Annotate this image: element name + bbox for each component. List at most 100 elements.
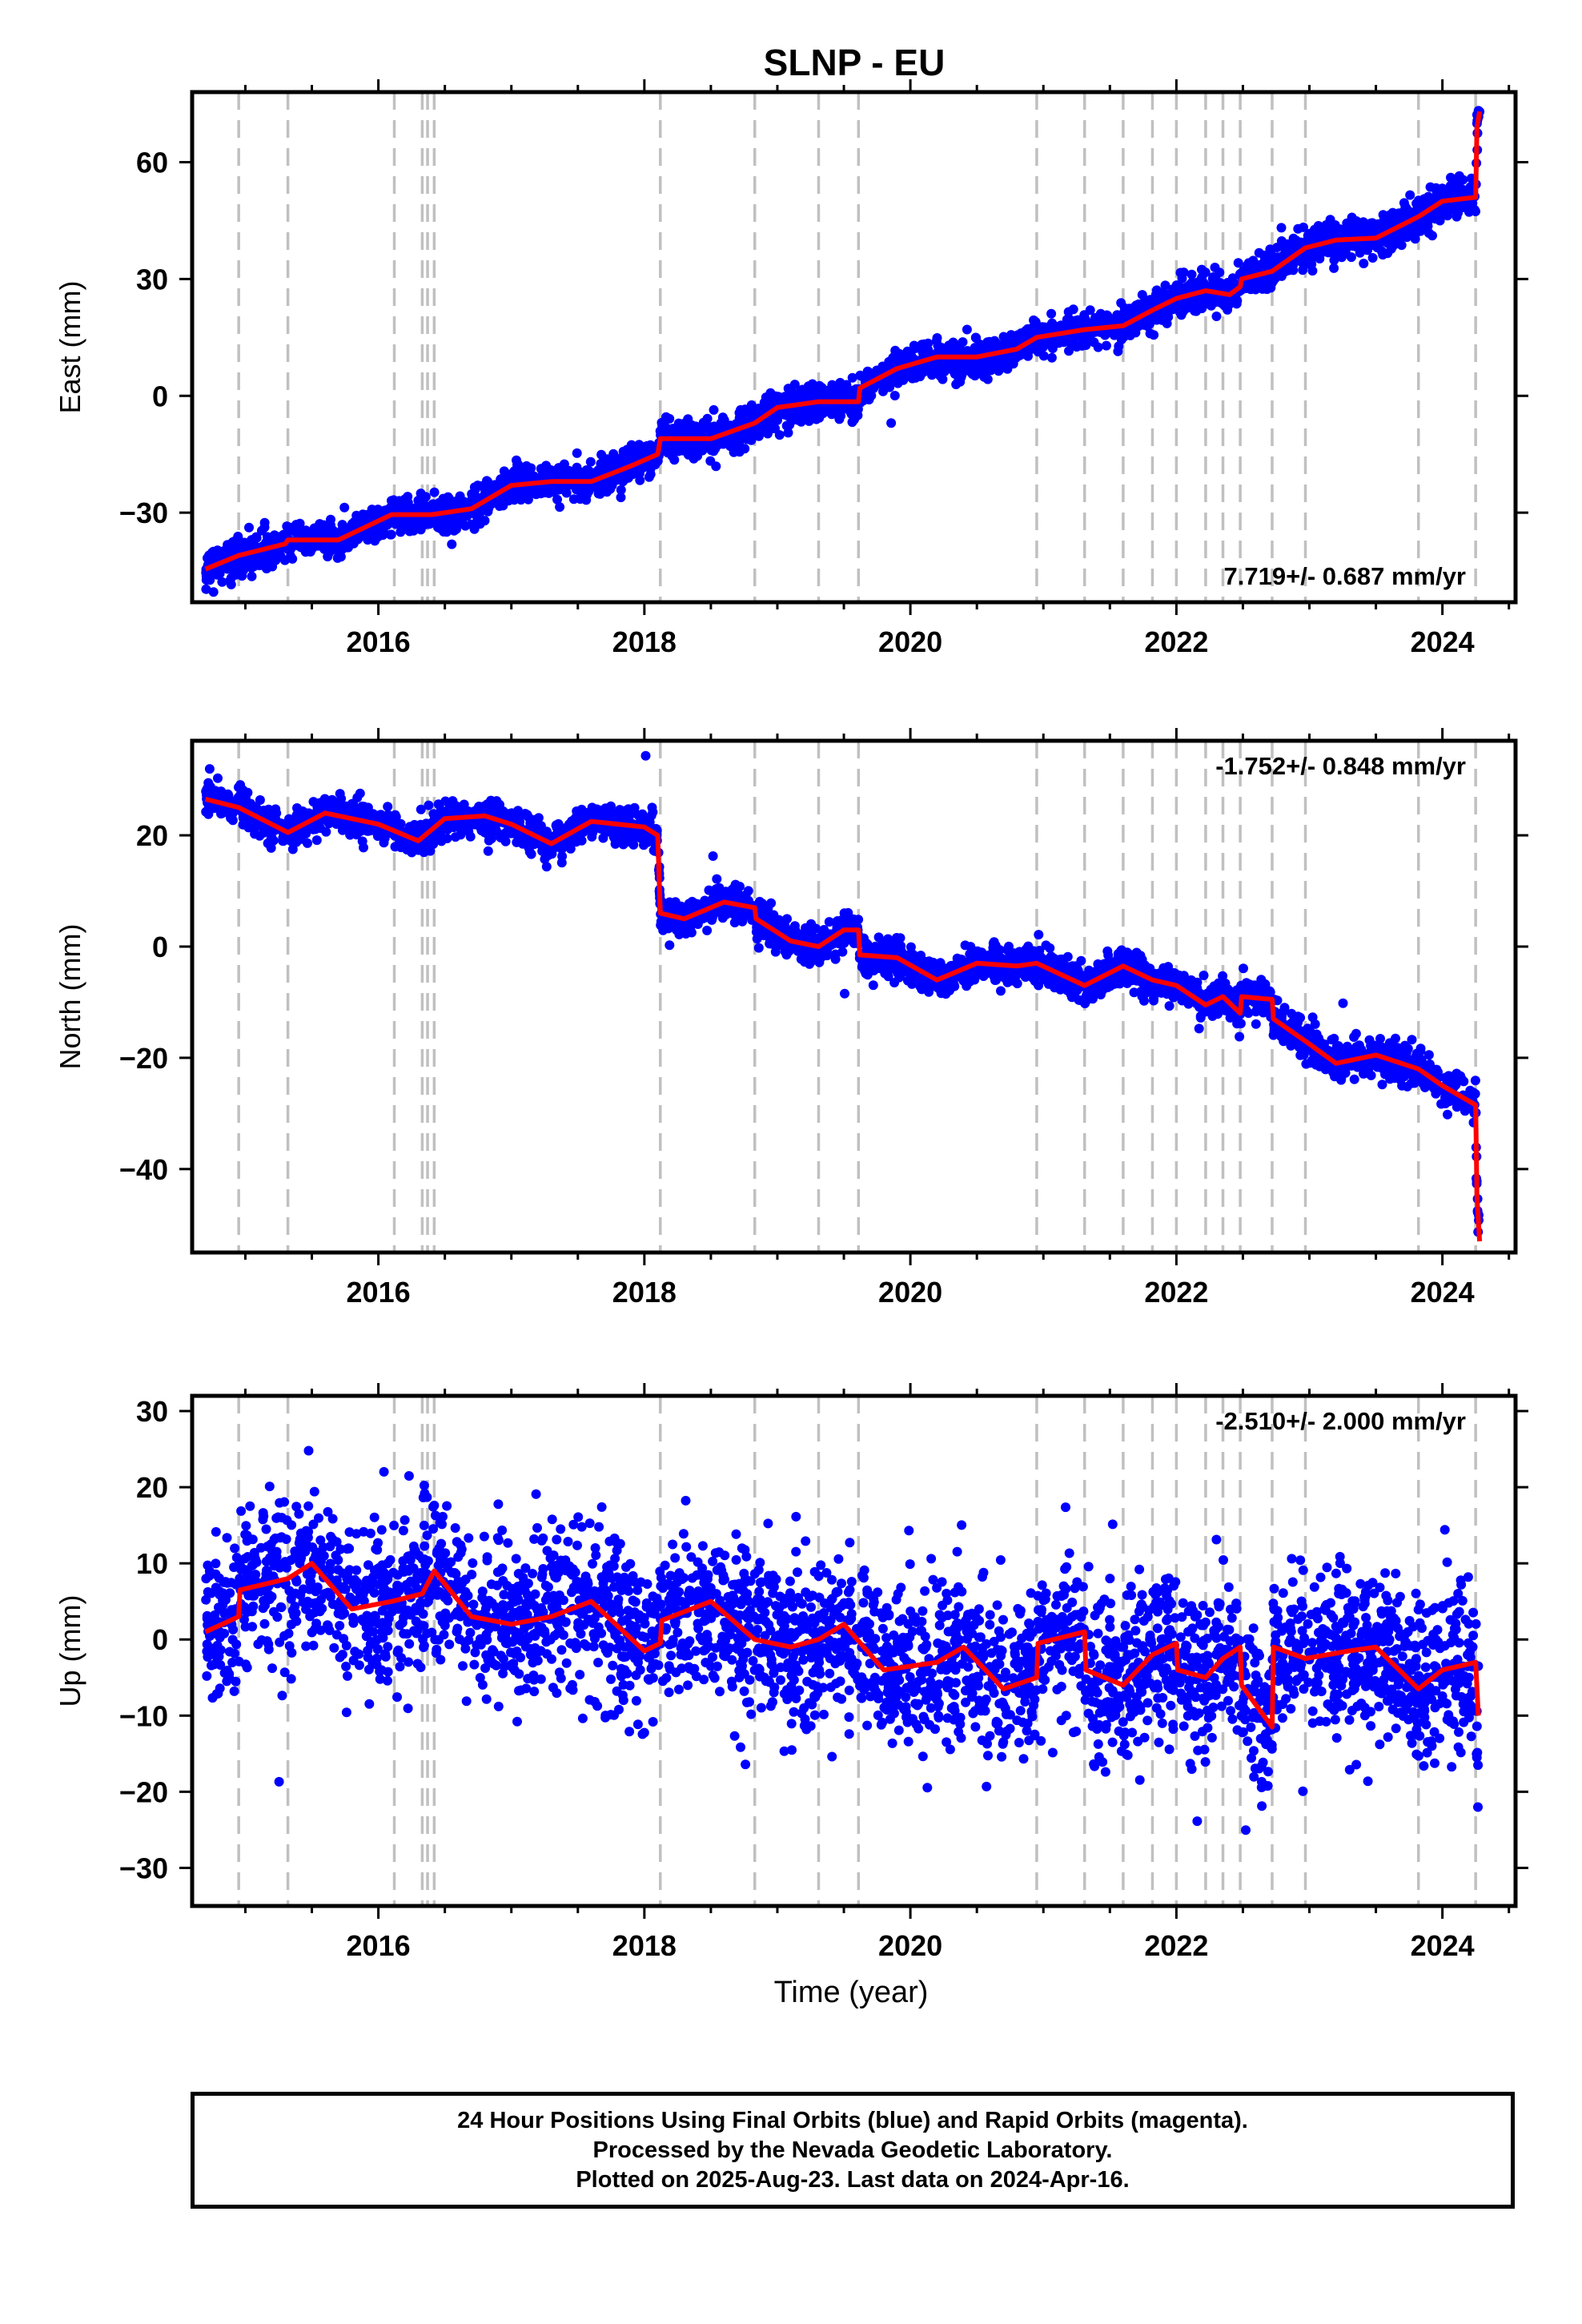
- observation-point: [591, 467, 601, 477]
- observation-point: [227, 538, 237, 549]
- observation-point: [330, 529, 340, 539]
- observation-point: [259, 517, 270, 528]
- observation-point: [1350, 227, 1360, 238]
- observation-point: [1276, 223, 1287, 233]
- observation-point: [331, 543, 342, 553]
- observation-point: [1146, 298, 1157, 308]
- observation-point: [927, 370, 937, 380]
- observation-point: [1460, 185, 1471, 195]
- observation-point: [504, 496, 514, 506]
- observation-point: [1203, 292, 1213, 302]
- observation-point: [1123, 310, 1134, 320]
- observation-point: [1105, 314, 1115, 324]
- observation-point: [1435, 215, 1445, 226]
- observation-point: [1410, 234, 1420, 244]
- observation-point: [634, 440, 644, 451]
- observation-point: [1329, 1033, 1339, 1043]
- observation-point: [581, 495, 592, 505]
- observation-point: [465, 831, 476, 842]
- observation-point: [309, 523, 319, 533]
- observation-point: [789, 380, 800, 390]
- observation-point: [799, 413, 809, 424]
- observation-point: [1046, 308, 1057, 319]
- observation-point: [906, 372, 916, 382]
- observation-point: [1335, 246, 1346, 256]
- observation-point: [1182, 297, 1192, 308]
- observation-point: [957, 347, 967, 357]
- y-tick-label: 30: [136, 263, 168, 296]
- observation-point: [1223, 304, 1233, 315]
- observation-point: [302, 529, 312, 539]
- observation-point: [257, 525, 267, 536]
- observation-point: [226, 579, 236, 589]
- observation-point: [483, 476, 493, 487]
- observation-point: [1211, 312, 1222, 321]
- observation-point: [645, 446, 656, 456]
- observation-point: [429, 487, 440, 497]
- observation-point: [520, 492, 530, 502]
- observation-point: [709, 421, 720, 432]
- observation-point: [770, 391, 781, 401]
- observation-point: [1411, 199, 1422, 209]
- observation-point: [1154, 294, 1165, 304]
- observation-point: [1339, 227, 1350, 237]
- observation-point: [1288, 233, 1299, 243]
- observation-point: [1251, 1019, 1261, 1029]
- observation-point: [1125, 330, 1135, 340]
- observation-point: [1451, 181, 1461, 191]
- observation-point: [424, 501, 434, 512]
- observation-point: [279, 555, 290, 565]
- observation-point: [1452, 211, 1462, 222]
- observation-point: [1293, 223, 1303, 234]
- observation-point: [243, 557, 254, 568]
- observation-point: [832, 388, 842, 399]
- observation-point: [919, 366, 930, 376]
- observation-point: [1193, 277, 1203, 287]
- observation-point: [1314, 227, 1324, 238]
- observation-point: [1197, 264, 1207, 275]
- observation-point: [561, 488, 572, 498]
- observation-point: [885, 376, 896, 387]
- observation-point: [239, 565, 248, 576]
- observation-point: [282, 528, 292, 538]
- observation-point: [295, 518, 305, 529]
- observation-point: [1266, 249, 1276, 259]
- observation-point: [262, 549, 272, 560]
- observation-point: [376, 523, 387, 533]
- observation-point: [1458, 175, 1468, 185]
- observation-point: [258, 560, 268, 570]
- y-tick-label: 0: [152, 380, 168, 412]
- observation-point: [207, 548, 217, 558]
- observation-point: [1235, 1031, 1245, 1042]
- observation-point: [1029, 315, 1038, 325]
- observation-point: [602, 487, 612, 497]
- observation-point: [1377, 1080, 1387, 1090]
- observation-point: [1319, 247, 1329, 257]
- observation-point: [1119, 303, 1130, 313]
- observation-point: [596, 449, 607, 460]
- observation-point: [1064, 346, 1074, 356]
- observation-point: [1427, 194, 1438, 204]
- observation-point: [383, 519, 394, 529]
- figure-title: SLNP - EU: [764, 42, 946, 83]
- observation-point: [1248, 255, 1259, 266]
- observation-point: [807, 379, 817, 389]
- observation-point: [736, 404, 745, 415]
- x-tick-label: 2020: [878, 625, 942, 658]
- observation-point: [1113, 346, 1123, 356]
- observation-point: [420, 492, 431, 502]
- observation-point: [556, 858, 567, 868]
- observation-point: [635, 475, 645, 485]
- observation-point: [1199, 971, 1209, 980]
- observation-point: [217, 577, 227, 587]
- velocity-rate-label: 7.719+/- 0.687 mm/yr: [1224, 562, 1466, 590]
- observation-point: [1405, 190, 1415, 200]
- observation-point: [1098, 328, 1109, 338]
- observation-point: [918, 349, 929, 360]
- observation-point: [746, 435, 757, 445]
- observation-point: [962, 324, 972, 335]
- observation-point: [585, 456, 596, 467]
- observation-point: [251, 533, 262, 543]
